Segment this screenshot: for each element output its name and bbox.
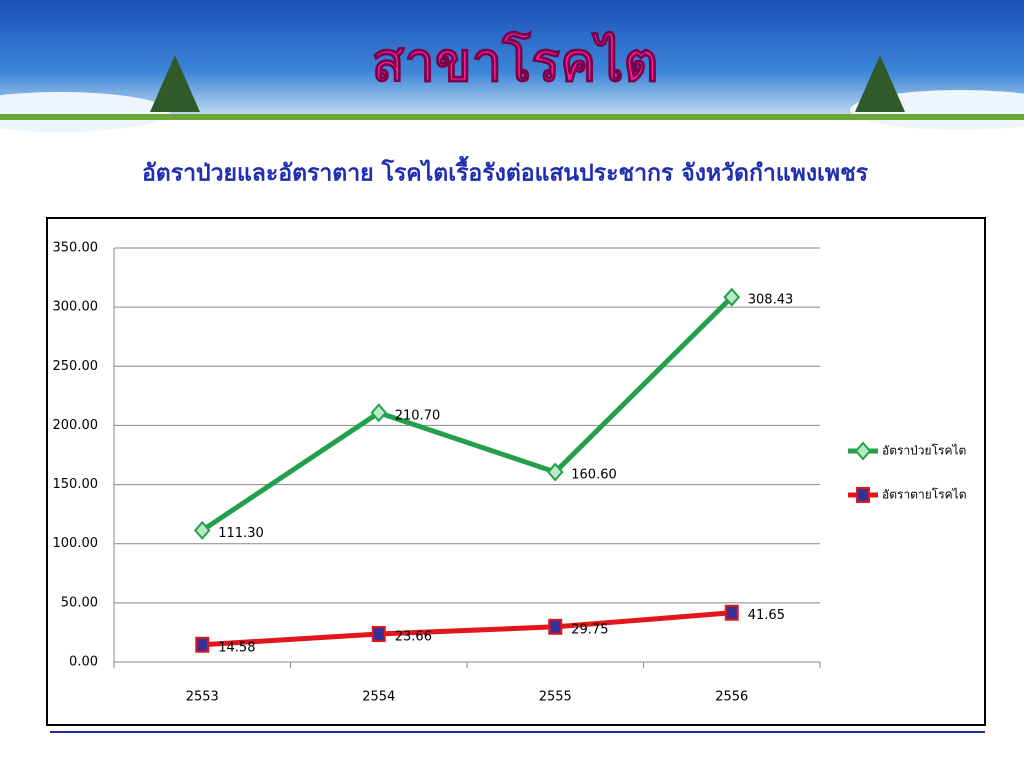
data-label: 308.43 (748, 293, 794, 308)
slide-title: สาขาโรคไต (372, 31, 659, 94)
legend-label: อัตราตายโรคไต (882, 488, 967, 502)
point-marker (724, 604, 739, 621)
data-label: 160.60 (571, 468, 617, 483)
series-line (202, 610, 732, 648)
subtitle: อัตราป่วยและอัตราตาย โรคไตเรื้อรังต่อแสน… (142, 156, 869, 187)
point-marker (371, 626, 386, 643)
x-tick-label: 2556 (715, 690, 748, 705)
tree (150, 55, 200, 112)
data-label: 14.58 (218, 640, 255, 655)
point-marker (856, 487, 870, 503)
y-tick-label: 50.00 (61, 595, 98, 610)
data-label: 23.66 (395, 630, 432, 645)
data-label: 210.70 (395, 408, 441, 423)
data-label: 29.75 (571, 622, 608, 637)
x-tick-label: 2554 (362, 690, 395, 705)
y-tick-label: 150.00 (53, 477, 99, 492)
data-label: 111.30 (218, 526, 264, 541)
point-marker (193, 520, 211, 540)
chart-frame (46, 217, 986, 726)
grass (0, 114, 1024, 120)
point-marker (854, 441, 872, 461)
y-tick-label: 0.00 (69, 655, 98, 670)
point-marker (723, 287, 741, 307)
cloud (0, 92, 170, 132)
point-marker (548, 618, 563, 635)
tree (855, 55, 905, 112)
legend-label: อัตราป่วยโรคไต (882, 444, 966, 458)
y-tick-label: 350.00 (53, 241, 99, 256)
point-marker (370, 403, 388, 423)
y-tick-label: 300.00 (53, 300, 99, 315)
point-marker (546, 462, 564, 482)
series-line (200, 295, 734, 533)
chart: 0.00 50.00 100.00 150.00 200.00 250.00 300.00 3… (53, 241, 967, 705)
data-label: 41.65 (748, 608, 785, 623)
y-tick-label: 100.00 (53, 536, 99, 551)
y-tick-label: 250.00 (53, 359, 99, 374)
point-marker (195, 636, 210, 653)
x-tick-label: 2555 (539, 690, 572, 705)
y-tick-label: 200.00 (53, 418, 99, 433)
x-tick-label: 2553 (186, 690, 219, 705)
